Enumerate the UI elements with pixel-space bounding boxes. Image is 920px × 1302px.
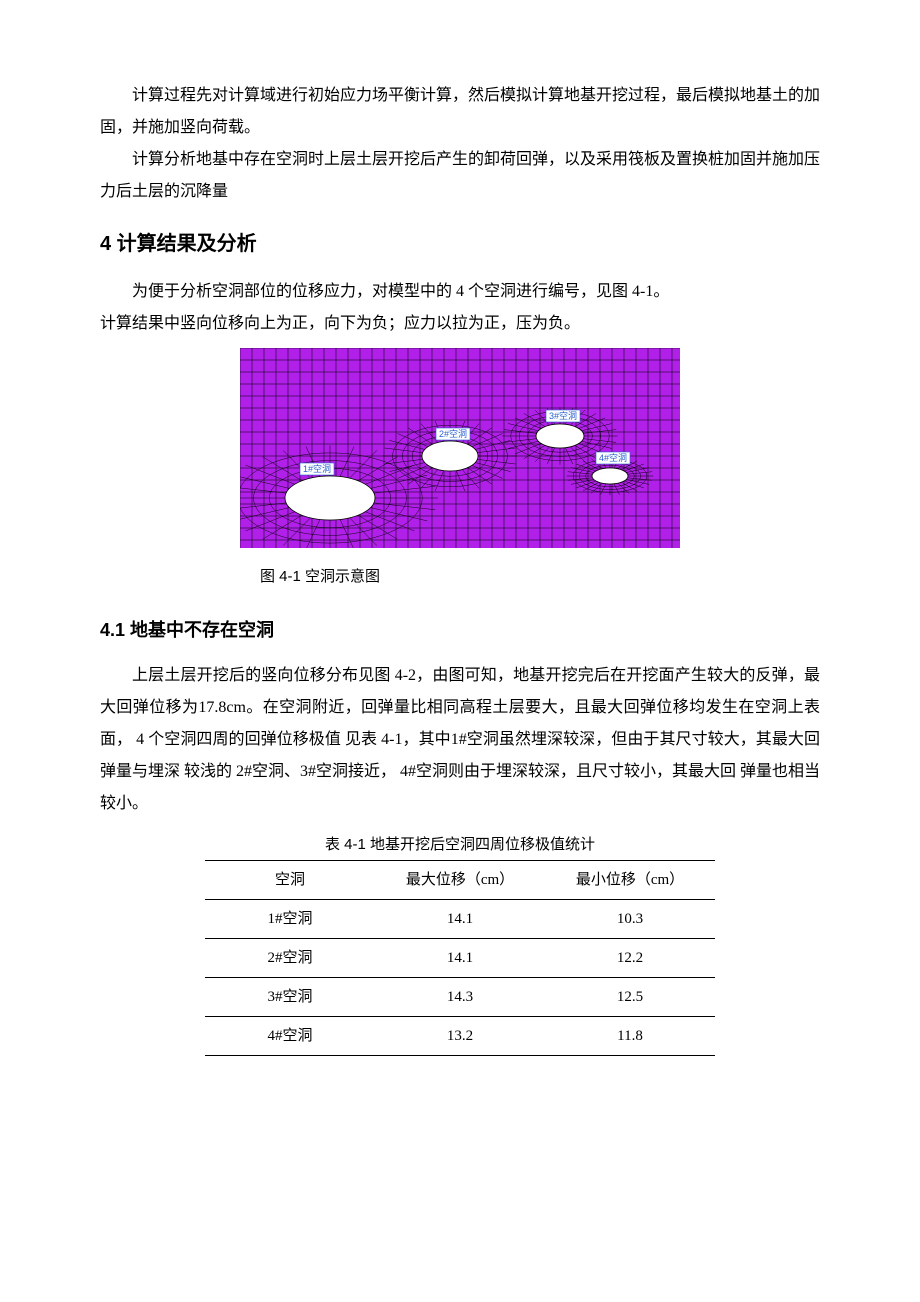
paragraph-numbering: 为便于分析空洞部位的位移应力，对模型中的 4 个空洞进行编号，见图 4-1。	[100, 276, 820, 308]
table-caption: 表 4-1 地基开挖后空洞四周位移极值统计	[100, 830, 820, 860]
paragraph-results: 上层土层开挖后的竖向位移分布见图 4-2，由图可知，地基开挖完后在开挖面产生较大…	[100, 660, 820, 820]
svg-text:3#空洞: 3#空洞	[549, 410, 577, 421]
svg-text:2#空洞: 2#空洞	[439, 428, 467, 439]
table-row: 2#空洞14.112.2	[205, 939, 715, 978]
table-row: 1#空洞14.110.3	[205, 900, 715, 939]
table-cell: 14.1	[375, 939, 545, 978]
svg-text:1#空洞: 1#空洞	[303, 463, 331, 474]
paragraph-intro-1: 计算过程先对计算域进行初始应力场平衡计算，然后模拟计算地基开挖过程，最后模拟地基…	[100, 80, 820, 144]
heading-section-4: 4 计算结果及分析	[100, 224, 820, 264]
table-cell: 11.8	[545, 1017, 715, 1056]
heading-section-4-1: 4.1 地基中不存在空洞	[100, 612, 820, 648]
table-header: 空洞	[205, 861, 375, 900]
table-row: 3#空洞14.312.5	[205, 978, 715, 1017]
table-header: 最小位移（cm）	[545, 861, 715, 900]
table-4-1: 空洞最大位移（cm）最小位移（cm）1#空洞14.110.32#空洞14.112…	[205, 860, 715, 1056]
table-row: 4#空洞13.211.8	[205, 1017, 715, 1056]
table-cell: 12.2	[545, 939, 715, 978]
paragraph-sign-convention: 计算结果中竖向位移向上为正，向下为负；应力以拉为正，压为负。	[100, 308, 820, 340]
paragraph-intro-2: 计算分析地基中存在空洞时上层土层开挖后产生的卸荷回弹，以及采用筏板及置换桩加固并…	[100, 144, 820, 208]
table-cell: 14.1	[375, 900, 545, 939]
table-cell: 10.3	[545, 900, 715, 939]
svg-text:4#空洞: 4#空洞	[599, 452, 627, 463]
table-header: 最大位移（cm）	[375, 861, 545, 900]
table-cell: 2#空洞	[205, 939, 375, 978]
table-cell: 1#空洞	[205, 900, 375, 939]
figure-4-1: 1#空洞 2#空洞 3#空洞 4#空洞 图 4-1 空洞示意图	[100, 348, 820, 592]
table-cell: 13.2	[375, 1017, 545, 1056]
figure-caption: 图 4-1 空洞示意图	[100, 562, 820, 592]
mesh-diagram: 1#空洞 2#空洞 3#空洞 4#空洞	[240, 348, 680, 548]
table-cell: 12.5	[545, 978, 715, 1017]
table-cell: 4#空洞	[205, 1017, 375, 1056]
table-cell: 3#空洞	[205, 978, 375, 1017]
table-cell: 14.3	[375, 978, 545, 1017]
